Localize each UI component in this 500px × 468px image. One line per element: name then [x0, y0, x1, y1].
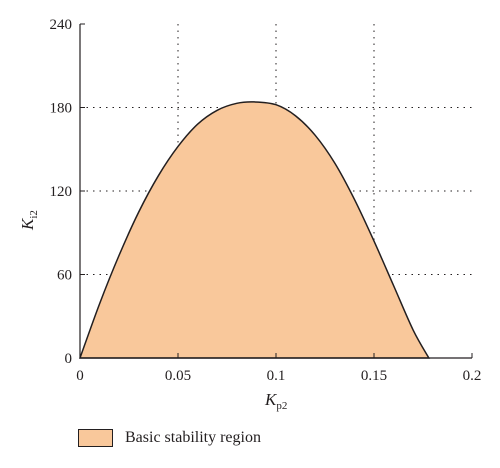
x-axis-label: Kp2	[264, 390, 287, 412]
y-axis-ticks: 0 60 120 180 240	[50, 17, 85, 367]
y-tick-label: 180	[50, 101, 73, 117]
x-tick-label: 0.2	[463, 368, 482, 384]
y-axis-label: Ki2	[18, 210, 40, 231]
stability-region-area	[78, 101, 431, 359]
x-axis-ticks: 0 0.05 0.1 0.15 0.2	[76, 353, 481, 384]
x-tick-label: 0.1	[267, 368, 286, 384]
y-tick-label: 60	[57, 268, 72, 284]
legend: Basic stability region	[78, 429, 261, 447]
legend-swatch	[78, 429, 113, 447]
stability-chart: 0 0.05 0.1 0.15 0.2 0 60 120 180 240 Kp2 Ki2	[18, 17, 481, 412]
x-tick-label: 0.15	[361, 368, 387, 384]
y-tick-label: 120	[50, 184, 73, 200]
legend-label: Basic stability region	[125, 429, 261, 446]
y-tick-label: 240	[50, 17, 73, 33]
x-tick-label: 0	[76, 368, 84, 384]
y-tick-label: 0	[65, 351, 73, 367]
x-tick-label: 0.05	[165, 368, 191, 384]
